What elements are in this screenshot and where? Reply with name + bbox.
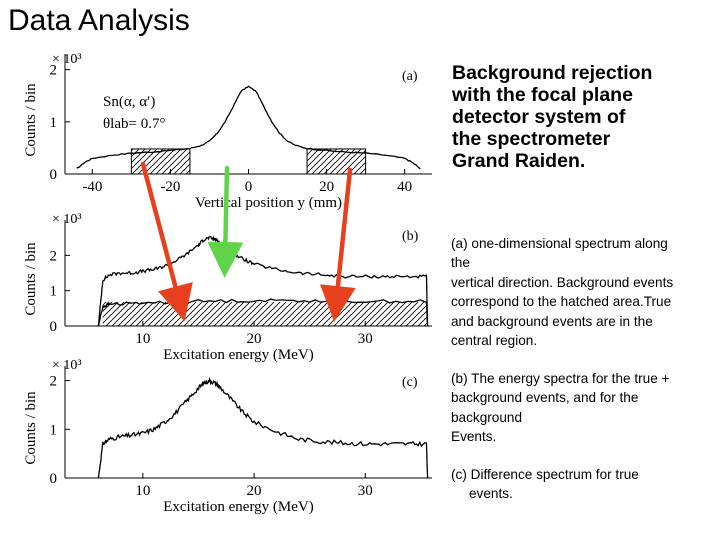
green-arrow: [207, 165, 244, 278]
caption-heading-line: with the focal plane: [452, 84, 633, 106]
y-tick-label: 2: [50, 374, 58, 390]
panel-label: (a): [402, 69, 418, 84]
caption-b-line: (b) The energy spectra for the true +: [451, 371, 670, 386]
spectra-figure: 0 1 2 -40 -20 0 20 40 Counts / bin Vertical posit…: [20, 46, 440, 524]
y-tick-label: 2: [50, 248, 58, 264]
x-axis-label: Excitation energy (MeV): [163, 347, 314, 363]
y-tick-label: 0: [50, 167, 58, 183]
panel-2: 0 1 2 10 20 30 Counts / bin Excitation energy (…: [23, 358, 432, 515]
x-tick-label: 0: [245, 179, 253, 195]
caption-c-line: (c) Difference spectrum for true: [451, 467, 639, 482]
caption-heading-line: Grand Raiden.: [452, 150, 586, 172]
angle-label: θlab= 0.7°: [103, 116, 165, 132]
y-axis-label: Counts / bin: [23, 242, 39, 316]
x-tick-label: 20: [247, 483, 262, 499]
panel-label: (c): [402, 375, 418, 390]
panel-label: (b): [402, 229, 419, 244]
x-tick-label: -20: [160, 179, 180, 195]
caption-heading-line: the spectrometer: [452, 128, 611, 150]
y-axis-label: Counts / bin: [23, 83, 39, 157]
caption-panel-b: (b) The energy spectra for the true + bac…: [451, 369, 716, 447]
caption-heading-line: Background rejection: [452, 62, 653, 84]
series-line: [97, 376, 429, 479]
y-tick-label: 2: [50, 63, 58, 79]
reaction-label: Sn(α, α′): [103, 94, 155, 110]
x-tick-label: 30: [358, 483, 373, 499]
y-axis-label: Counts / bin: [23, 391, 39, 465]
series-line: [76, 85, 421, 170]
y-tick-label: 1: [50, 422, 58, 438]
x-axis-label: Excitation energy (MeV): [163, 499, 314, 515]
series-line: [97, 235, 429, 327]
x-tick-label: 10: [135, 331, 150, 347]
x-tick-label: 20: [319, 179, 334, 195]
page-title: Data Analysis: [8, 4, 190, 37]
hatched-region: [306, 148, 367, 175]
hatched-region: [102, 301, 427, 326]
x-tick-label: 40: [397, 179, 412, 195]
caption-a-line: correspond to the hatched area.True: [451, 294, 672, 310]
caption-panel-a: (a) one-dimensional spectrum along the ver…: [451, 234, 716, 350]
panel-0: 0 1 2 -40 -20 0 20 40 Counts / bin Vertical posit…: [23, 52, 432, 211]
caption-b-line: background: [451, 409, 523, 425]
caption-a-line: the: [451, 255, 470, 271]
y-tick-label: 0: [50, 471, 58, 487]
caption-c-line: events.: [469, 486, 513, 502]
y-tick-label: 0: [50, 319, 58, 335]
caption-heading: Background rejection with the focal plane…: [452, 62, 712, 172]
caption-b-line: background events, and for the: [451, 390, 639, 406]
x-tick-label: 20: [247, 331, 262, 347]
series-line: [97, 298, 429, 327]
panel-1: 0 1 2 10 20 30 Counts / bin Excitation energy (…: [23, 212, 432, 363]
multiplier-label: × 10³: [52, 212, 82, 227]
caption-a-line: central region.: [451, 333, 538, 349]
x-axis-label: Vertical position y (mm): [195, 195, 342, 211]
caption-panel-c: (c) Difference spectrum for true events.: [451, 465, 716, 504]
red-arrow-right: [319, 167, 356, 322]
multiplier-label: × 10³: [52, 358, 82, 373]
caption-b-line: Events.: [451, 429, 497, 445]
x-tick-label: -40: [82, 179, 102, 195]
caption-heading-line: detector system of: [452, 106, 626, 128]
y-tick-label: 1: [50, 115, 58, 131]
caption-a-line: vertical direction. Background events: [451, 274, 674, 290]
x-tick-label: 30: [358, 331, 373, 347]
x-tick-label: 10: [135, 483, 150, 499]
y-tick-label: 1: [50, 284, 58, 300]
caption-a-line: and background events are in the: [451, 313, 653, 329]
caption-a-line: (a) one-dimensional spectrum along: [451, 236, 668, 251]
red-arrow-left: [140, 161, 193, 322]
multiplier-label: × 10³: [52, 52, 82, 67]
